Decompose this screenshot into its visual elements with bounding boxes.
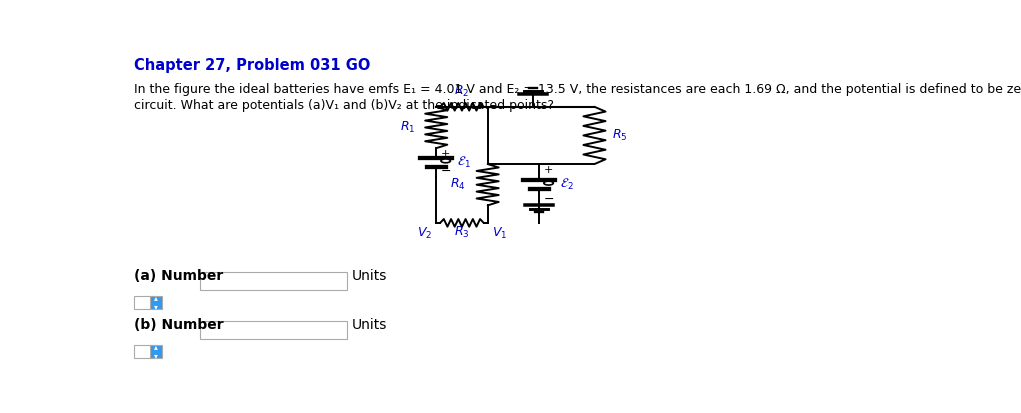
Text: (a) Number: (a) Number (134, 269, 224, 283)
Text: −: − (441, 164, 451, 178)
Text: $R_1$: $R_1$ (400, 120, 416, 135)
Text: $\mathcal{E}_1$: $\mathcal{E}_1$ (456, 155, 471, 170)
Text: ▴
▾: ▴ ▾ (154, 342, 158, 360)
Text: $R_2$: $R_2$ (454, 84, 470, 99)
Text: Units: Units (351, 318, 387, 332)
Text: $R_4$: $R_4$ (450, 177, 466, 192)
Text: $V_1$: $V_1$ (491, 225, 506, 240)
Text: Chapter 27, Problem 031 GO: Chapter 27, Problem 031 GO (134, 57, 371, 73)
Bar (134, 345, 156, 358)
Circle shape (441, 159, 450, 163)
Text: $\mathcal{E}_2$: $\mathcal{E}_2$ (560, 177, 574, 192)
Text: circuit. What are potentials (a)V₁ and (b)V₂ at the indicated points?: circuit. What are potentials (a)V₁ and (… (134, 99, 554, 112)
Text: $R_3$: $R_3$ (454, 225, 470, 240)
Bar (150, 296, 162, 309)
Text: ▴
▾: ▴ ▾ (154, 293, 158, 311)
Text: $V_2$: $V_2$ (418, 225, 432, 240)
Bar (150, 345, 162, 358)
Circle shape (544, 181, 553, 185)
Text: +: + (544, 165, 553, 175)
Bar (134, 296, 156, 309)
Text: +: + (441, 149, 450, 159)
Bar (200, 321, 347, 339)
Text: $R_5$: $R_5$ (612, 128, 627, 143)
Text: −: − (544, 193, 554, 206)
Text: In the figure the ideal batteries have emfs E₁ = 4.01 V and E₂ = 13.5 V, the res: In the figure the ideal batteries have e… (134, 83, 1021, 96)
Bar (200, 272, 347, 290)
Text: (b) Number: (b) Number (134, 318, 224, 332)
Text: Units: Units (351, 269, 387, 283)
